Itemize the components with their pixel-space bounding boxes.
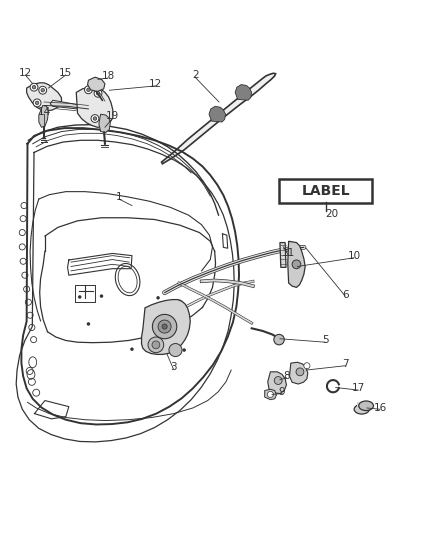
Polygon shape xyxy=(288,241,305,287)
Text: 17: 17 xyxy=(352,383,365,393)
Text: 7: 7 xyxy=(342,359,349,369)
Circle shape xyxy=(93,117,97,120)
Circle shape xyxy=(267,391,273,398)
Circle shape xyxy=(304,362,310,369)
Circle shape xyxy=(183,349,186,352)
Text: 20: 20 xyxy=(325,209,339,219)
Circle shape xyxy=(274,334,284,345)
Polygon shape xyxy=(265,389,276,400)
Text: 12: 12 xyxy=(19,68,32,78)
Circle shape xyxy=(100,294,103,298)
Polygon shape xyxy=(99,114,110,133)
Polygon shape xyxy=(50,100,81,109)
Text: 8: 8 xyxy=(283,371,290,381)
FancyBboxPatch shape xyxy=(279,180,372,203)
Polygon shape xyxy=(209,107,226,122)
Circle shape xyxy=(178,300,182,303)
Text: 12: 12 xyxy=(149,79,162,88)
Circle shape xyxy=(78,295,81,298)
Circle shape xyxy=(296,368,304,376)
Polygon shape xyxy=(76,87,113,127)
Polygon shape xyxy=(235,85,252,100)
Text: 3: 3 xyxy=(170,361,177,372)
Polygon shape xyxy=(162,73,276,164)
Polygon shape xyxy=(268,372,286,393)
Circle shape xyxy=(156,296,160,300)
Circle shape xyxy=(130,348,134,351)
Circle shape xyxy=(158,320,171,333)
Circle shape xyxy=(152,341,160,349)
Circle shape xyxy=(91,115,99,123)
Text: 19: 19 xyxy=(106,111,119,122)
Circle shape xyxy=(169,344,182,357)
Text: 5: 5 xyxy=(322,335,329,345)
Polygon shape xyxy=(357,402,367,409)
Circle shape xyxy=(35,101,39,104)
Circle shape xyxy=(33,99,41,107)
Text: 9: 9 xyxy=(279,387,286,397)
Circle shape xyxy=(87,88,90,92)
Polygon shape xyxy=(39,106,48,127)
Ellipse shape xyxy=(359,401,374,410)
Circle shape xyxy=(292,260,301,269)
Circle shape xyxy=(39,86,47,94)
Polygon shape xyxy=(280,243,286,268)
Text: 15: 15 xyxy=(59,68,72,78)
Polygon shape xyxy=(290,362,308,384)
Text: 11: 11 xyxy=(282,248,295,259)
Circle shape xyxy=(148,337,164,353)
Text: 1: 1 xyxy=(116,192,122,202)
Polygon shape xyxy=(141,300,190,354)
Circle shape xyxy=(30,83,38,91)
Circle shape xyxy=(165,325,169,328)
Text: 10: 10 xyxy=(347,251,360,261)
Text: LABEL: LABEL xyxy=(301,184,350,198)
Circle shape xyxy=(152,314,177,339)
Polygon shape xyxy=(88,77,105,92)
Text: 16: 16 xyxy=(374,403,387,413)
Circle shape xyxy=(32,85,36,89)
Circle shape xyxy=(87,322,90,326)
Polygon shape xyxy=(27,83,61,111)
Circle shape xyxy=(94,90,102,97)
Circle shape xyxy=(96,92,100,95)
Text: 6: 6 xyxy=(342,290,349,300)
Circle shape xyxy=(162,324,167,329)
Circle shape xyxy=(85,86,92,94)
Ellipse shape xyxy=(354,405,369,414)
Circle shape xyxy=(274,377,282,384)
Text: 18: 18 xyxy=(101,71,115,81)
Circle shape xyxy=(41,88,45,92)
Text: 2: 2 xyxy=(192,70,198,80)
Text: 14: 14 xyxy=(37,107,51,117)
